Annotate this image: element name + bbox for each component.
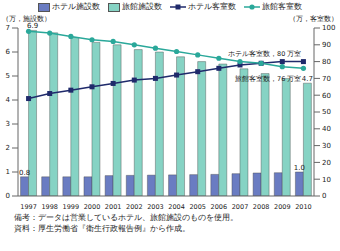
svg-text:4: 4 xyxy=(8,96,11,104)
svg-text:2005: 2005 xyxy=(189,203,206,210)
svg-text:1998: 1998 xyxy=(41,203,58,210)
svg-text:40: 40 xyxy=(322,125,331,133)
svg-text:30: 30 xyxy=(322,142,331,150)
svg-text:20: 20 xyxy=(322,159,331,167)
svg-text:0.8: 0.8 xyxy=(19,169,30,177)
svg-text:2010: 2010 xyxy=(295,203,312,210)
html-text:（万，客室数）: （万，客室数） xyxy=(289,15,338,23)
svg-text:5: 5 xyxy=(8,72,10,80)
html-text:資料：厚生労働省『衛生行政報告例』から作成。: 資料：厚生労働省『衛生行政報告例』から作成。 xyxy=(14,224,190,233)
svg-text:ホテル客室数，80 万室: ホテル客室数，80 万室 xyxy=(228,50,301,58)
svg-text:50: 50 xyxy=(322,108,331,116)
svg-text:6: 6 xyxy=(8,48,11,56)
svg-text:80: 80 xyxy=(322,58,331,66)
svg-text:2004: 2004 xyxy=(168,203,185,210)
svg-text:0: 0 xyxy=(8,192,10,200)
svg-text:2008: 2008 xyxy=(253,203,270,210)
svg-text:2009: 2009 xyxy=(274,203,291,210)
svg-text:0: 0 xyxy=(322,192,326,200)
html-text:（万，施設数）: （万，施設数） xyxy=(2,15,51,23)
html-text:旅館客室数: 旅館客室数 xyxy=(262,2,302,11)
svg-text:2002: 2002 xyxy=(126,203,143,210)
svg-text:旅館客室数，76 万室: 旅館客室数，76 万室 xyxy=(235,75,301,83)
svg-text:7: 7 xyxy=(8,24,10,32)
svg-text:2007: 2007 xyxy=(232,203,249,210)
svg-text:60: 60 xyxy=(322,92,331,100)
svg-text:3: 3 xyxy=(8,120,10,128)
svg-text:1: 1 xyxy=(8,168,10,176)
svg-text:2: 2 xyxy=(8,144,10,152)
svg-text:90: 90 xyxy=(322,41,331,49)
svg-text:1997: 1997 xyxy=(20,203,37,210)
svg-text:70: 70 xyxy=(322,75,331,83)
html-text:備考：データは営業しているホテル、旅館施設のものを使用。: 備考：データは営業しているホテル、旅館施設のものを使用。 xyxy=(14,213,238,222)
svg-text:1999: 1999 xyxy=(63,203,80,210)
svg-text:6.9: 6.9 xyxy=(27,22,38,30)
svg-text:2001: 2001 xyxy=(105,203,122,210)
html-text:ホテル施設数: ホテル施設数 xyxy=(52,2,100,11)
svg-text:2000: 2000 xyxy=(84,203,101,210)
svg-text:100: 100 xyxy=(322,24,332,32)
svg-text:2006: 2006 xyxy=(211,203,228,210)
svg-text:2003: 2003 xyxy=(147,203,164,210)
svg-text:10: 10 xyxy=(322,176,331,184)
svg-text:1.0: 1.0 xyxy=(294,164,305,172)
html-text:旅館施設数: 旅館施設数 xyxy=(122,2,162,11)
svg-text:4.7: 4.7 xyxy=(302,75,313,83)
html-text:ホテル客室数: ホテル客室数 xyxy=(188,2,236,11)
